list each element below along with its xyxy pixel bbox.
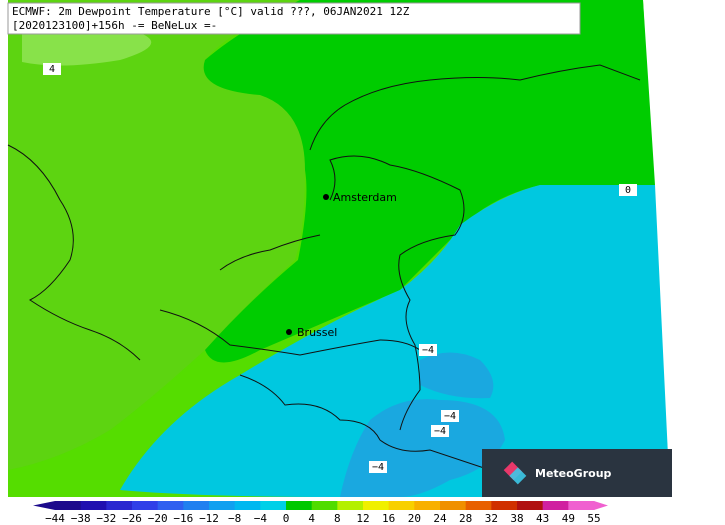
colorbar-segment (491, 501, 518, 510)
colorbar-label: 4 (308, 512, 315, 525)
contour-label: 4 (49, 64, 55, 75)
colorbar-segment (440, 501, 467, 510)
colorbar-label: 16 (382, 512, 395, 525)
colorbar-label: 8 (334, 512, 341, 525)
border-nl-de (329, 155, 465, 431)
colorbar-label: −44 (45, 512, 65, 525)
contour-label: 0 (625, 185, 631, 196)
contour-label: −4 (434, 426, 446, 437)
logo-text: MeteoGroup (535, 467, 612, 480)
colorbar-label: 0 (283, 512, 290, 525)
colorbar-label: 20 (408, 512, 421, 525)
colorbar-label: 49 (562, 512, 575, 525)
colorbar-label: −8 (228, 512, 241, 525)
colorbar-segment (568, 501, 595, 510)
contour-label-box (431, 425, 449, 437)
colorbar-segment (260, 501, 287, 510)
coast-uk (7, 144, 141, 361)
contour-label: −4 (372, 462, 384, 473)
contour-label-box (419, 344, 437, 356)
colorbar-label: −16 (173, 512, 193, 525)
colorbar-label: −38 (71, 512, 91, 525)
colorbar-label: −32 (96, 512, 116, 525)
zone-blue-2 (420, 352, 494, 399)
contour-label-box (441, 410, 459, 422)
colorbar-label: 43 (536, 512, 549, 525)
border-be (159, 234, 421, 356)
border-fr (239, 374, 491, 471)
colorbar-segment (80, 501, 107, 510)
colorbar: −44 −38 −32 −26 −20 −16 −12 −8 −4 0 4 8 12 16 20 24 28 32… (33, 501, 608, 525)
light-patch (22, 33, 152, 66)
colorbar-segment (542, 501, 569, 510)
colorbar-segment (132, 501, 159, 510)
colorbar-label: 38 (510, 512, 523, 525)
contour-label-box (619, 184, 637, 196)
header-box (7, 2, 581, 35)
colorbar-segment (183, 501, 210, 510)
colorbar-label: 32 (485, 512, 498, 525)
colorbar-label: 12 (356, 512, 369, 525)
contour-label-box (369, 461, 387, 473)
contour-label-box (43, 63, 61, 75)
coastline (309, 64, 641, 151)
colorbar-segment (209, 501, 236, 510)
logo-part (509, 467, 527, 485)
colorbar-segment (55, 501, 82, 510)
colorbar-segment (388, 501, 415, 510)
colorbar-label: 55 (587, 512, 600, 525)
colorbar-label: −12 (199, 512, 219, 525)
land-bright (203, 0, 655, 363)
colorbar-label: −26 (122, 512, 142, 525)
city-label: Brussel (297, 326, 337, 339)
colorbar-segment (517, 501, 544, 510)
contour-label: −4 (444, 411, 456, 422)
colorbar-end (33, 501, 55, 510)
colorbar-segment (414, 501, 441, 510)
colorbar-end (594, 501, 608, 510)
colorbar-segment (465, 501, 492, 510)
header-line2: [2020123100]+156h -= BeNeLux =- (12, 19, 217, 32)
colorbar-label: 28 (459, 512, 472, 525)
colorbar-label: −4 (254, 512, 268, 525)
logo-icon (503, 461, 527, 485)
contour-label: −4 (422, 345, 434, 356)
colorbar-segment (286, 501, 313, 510)
city-label: Amsterdam (333, 191, 397, 204)
west-shade (8, 0, 305, 470)
borders (7, 64, 641, 471)
colorbar-segment (234, 501, 261, 510)
city-dot (323, 194, 329, 200)
colorbar-label: −20 (148, 512, 168, 525)
contour-labels: 4 0 −4 −4 −4 −4 (43, 63, 637, 473)
colorbar-label: 24 (433, 512, 447, 525)
colorbar-segment (337, 501, 364, 510)
header-line1: ECMWF: 2m Dewpoint Temperature [°C] vali… (12, 5, 410, 18)
colorbar-segment (106, 501, 133, 510)
colorbar-segment (157, 501, 184, 510)
city-dot (286, 329, 292, 335)
colorbar-segment (363, 501, 390, 510)
colorbar-segment (311, 501, 338, 510)
